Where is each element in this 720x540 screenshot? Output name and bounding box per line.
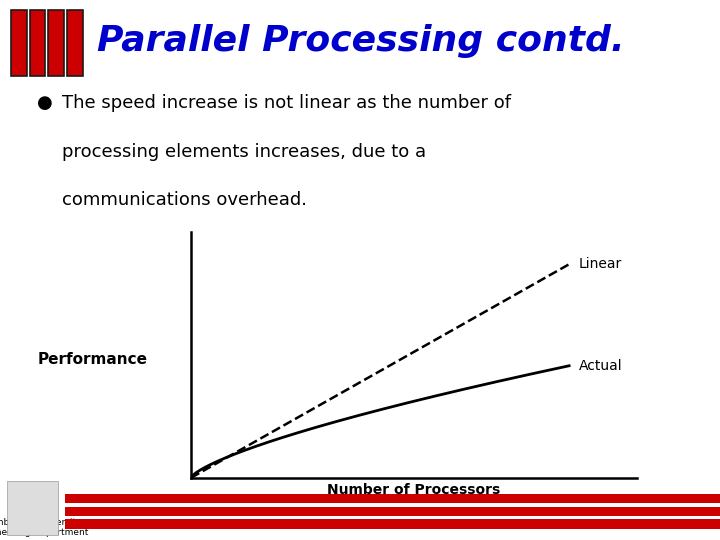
Text: Parallel Processing contd.: Parallel Processing contd. (97, 24, 625, 58)
Text: Linear: Linear (579, 257, 622, 271)
Text: Performance: Performance (37, 353, 148, 367)
Text: Cambridge University
Engineering Department: Cambridge University Engineering Departm… (0, 518, 89, 537)
Bar (11, 10, 27, 76)
Text: The speed increase is not linear as the number of: The speed increase is not linear as the … (62, 94, 511, 112)
Bar (30, 10, 45, 76)
X-axis label: Number of Processors: Number of Processors (328, 483, 500, 497)
Text: processing elements increases, due to a: processing elements increases, due to a (62, 143, 426, 161)
Bar (48, 10, 64, 76)
Text: ●: ● (37, 94, 53, 112)
Bar (67, 10, 83, 76)
Text: communications overhead.: communications overhead. (62, 191, 307, 210)
Text: Actual: Actual (579, 359, 622, 373)
